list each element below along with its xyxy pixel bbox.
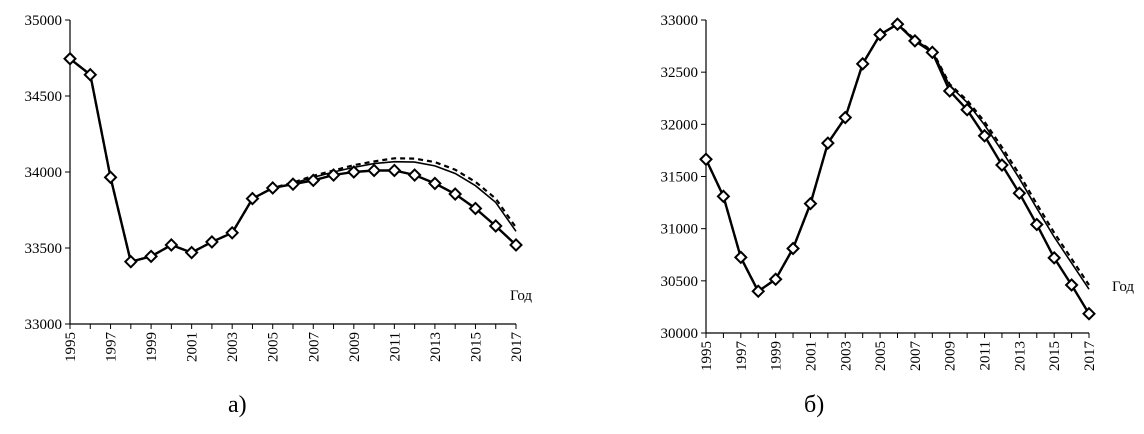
data-point-marker	[265, 181, 280, 195]
x-tick-label: 2003	[225, 332, 241, 362]
data-point-marker	[103, 170, 118, 185]
x-tick-label: 2013	[1012, 341, 1028, 371]
y-tick-label: 30500	[661, 274, 699, 290]
data-point-marker	[326, 168, 341, 182]
data-point-marker	[890, 17, 905, 32]
data-point-marker	[995, 158, 1009, 172]
chart-panel-a: 33000 33500 34000 34500 35000 1995 1997 1999 200…	[25, 13, 533, 418]
data-point-marker	[803, 196, 818, 211]
x-tick-label: 2007	[306, 332, 322, 363]
data-point-marker	[873, 27, 888, 42]
data-point-marker	[1012, 186, 1027, 201]
data-point-marker	[1047, 250, 1062, 265]
x-tick-label: 2015	[468, 332, 484, 362]
x-tick-label: 2009	[347, 332, 363, 362]
x-tick-label: 2003	[838, 341, 854, 371]
x-tick-label: 2013	[428, 332, 444, 362]
data-point-marker	[387, 163, 402, 178]
data-point-marker	[820, 136, 835, 151]
data-point-marker	[509, 238, 523, 252]
y-tick-label: 32000	[661, 117, 699, 133]
x-tick-label: 2001	[185, 332, 201, 362]
data-point-marker	[716, 189, 731, 204]
data-point-marker	[164, 238, 179, 252]
data-point-marker	[1064, 278, 1079, 292]
data-point-marker	[960, 102, 975, 117]
series-line-dashed	[69, 57, 517, 264]
y-tick-label: 33000	[661, 13, 699, 29]
data-point-marker	[942, 84, 957, 98]
x-axis-label: Год	[510, 288, 532, 304]
data-point-marker	[225, 225, 240, 240]
data-point-marker	[768, 272, 783, 287]
y-tick-label: 34500	[25, 89, 63, 105]
data-point-marker	[245, 191, 260, 206]
data-point-marker	[733, 250, 748, 265]
series-line-solid	[705, 23, 1090, 293]
series-line-with-markers	[69, 57, 517, 264]
x-tick-label: 2015	[1047, 341, 1063, 371]
data-point-marker	[306, 173, 321, 188]
data-point-marker	[346, 165, 361, 179]
x-axis-label: Год	[1112, 279, 1134, 295]
x-tick-label: 2001	[803, 341, 819, 371]
y-tick-label: 33500	[25, 241, 63, 257]
series-line-with-markers	[704, 22, 1091, 315]
x-tick-label: 1997	[104, 332, 120, 363]
y-tick-label: 32500	[661, 65, 699, 81]
data-point-marker	[204, 235, 219, 249]
x-tick-label: 2017	[509, 332, 525, 363]
data-point-marker	[83, 67, 98, 82]
data-point-marker	[448, 187, 463, 201]
data-point-marker	[838, 110, 853, 125]
data-point-marker	[367, 163, 382, 178]
y-tick-label: 35000	[25, 13, 63, 29]
chart-panel-b: 30000 30500 31000 31500 32000 32500 33000 1995 1…	[572, 0, 1144, 434]
data-point-marker	[184, 245, 199, 260]
y-tick-label: 33000	[25, 317, 63, 333]
data-point-marker	[123, 254, 138, 269]
x-tick-label: 1995	[699, 341, 715, 371]
series-line-solid	[69, 58, 517, 263]
data-point-marker	[286, 177, 300, 192]
chart-b-svg: 30000 30500 31000 31500 32000 32500 33000 1995 1…	[661, 13, 1135, 372]
x-tick-label: 2005	[873, 341, 889, 371]
panel-label-a: а)	[228, 392, 247, 418]
x-tick-label: 2017	[1082, 341, 1098, 372]
data-point-marker	[1029, 217, 1044, 232]
x-tick-label: 2007	[908, 341, 924, 372]
data-point-marker	[977, 128, 992, 143]
series-line-dashed	[705, 22, 1090, 293]
chart-a-svg: 33000 33500 34000 34500 35000 1995 1997 1999 200…	[25, 13, 533, 363]
x-tick-label: 1995	[63, 332, 79, 362]
data-point-marker	[488, 219, 503, 233]
x-tick-label: 2005	[266, 332, 282, 362]
x-tick-label: 2011	[978, 341, 994, 370]
data-point-marker	[407, 168, 422, 182]
x-tick-label: 2011	[387, 332, 403, 361]
y-tick-label: 30000	[661, 326, 699, 342]
data-point-marker	[786, 241, 800, 256]
data-point-marker	[907, 33, 922, 48]
x-tick-label: 1999	[769, 341, 785, 371]
data-point-marker	[427, 176, 442, 191]
data-point-marker	[144, 249, 159, 264]
data-point-marker	[925, 45, 940, 60]
x-tick-label: 2009	[943, 341, 959, 371]
data-point-marker	[1082, 306, 1096, 321]
panel-label-b: б)	[804, 392, 825, 418]
data-point-marker	[751, 284, 766, 299]
x-tick-label: 1997	[734, 341, 750, 372]
data-point-marker	[63, 51, 77, 66]
y-tick-label: 31000	[661, 222, 699, 238]
data-point-marker	[855, 56, 870, 71]
data-point-marker	[699, 152, 713, 167]
y-tick-label: 34000	[25, 165, 63, 181]
x-tick-label: 1999	[144, 332, 160, 362]
data-point-marker	[468, 201, 483, 216]
y-tick-label: 31500	[661, 170, 699, 186]
